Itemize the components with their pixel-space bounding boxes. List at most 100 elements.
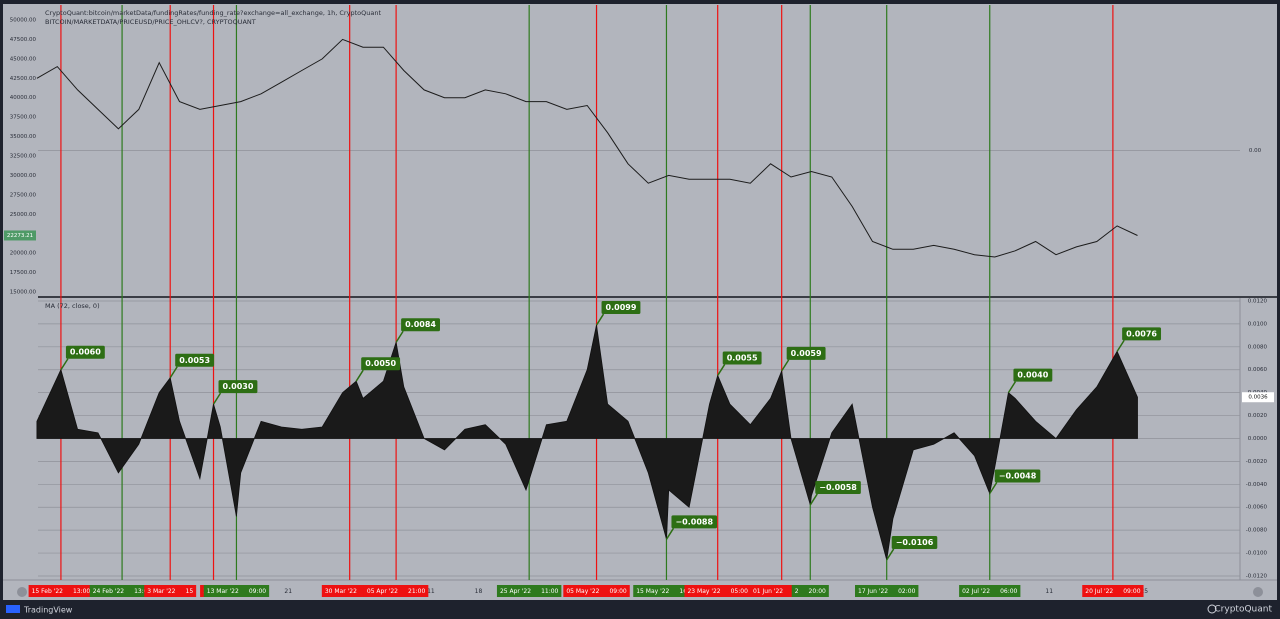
- event-date: 20 Jul '22: [1085, 588, 1113, 595]
- callout-label: 0.0040: [1017, 371, 1048, 380]
- event-label-box: [563, 585, 630, 597]
- event-date: 2: [795, 588, 799, 595]
- callout-box: [671, 515, 718, 529]
- y-tick-label: -0.0020: [1246, 459, 1268, 465]
- chart-subtitle: BITCOIN/MARKETDATA/PRICEUSD/PRICE_OHLCV?…: [45, 18, 256, 26]
- y-tick-label: 35000.00: [10, 134, 37, 140]
- y-tick-label: 0.0080: [1248, 344, 1268, 350]
- event-time: 09:00: [609, 588, 626, 595]
- event-label-box: [363, 585, 429, 597]
- event-label-box: [321, 585, 378, 597]
- callout-box: [1122, 327, 1162, 341]
- callout-label: 0.0076: [1126, 329, 1157, 338]
- callout-label: −0.0088: [675, 517, 713, 526]
- callout-line: [212, 392, 222, 405]
- logo-icon: [6, 605, 20, 613]
- event-time: 09:00: [1123, 588, 1140, 595]
- y-tick-label: 17500.00: [10, 270, 37, 276]
- brand-left[interactable]: TradingView: [23, 606, 73, 615]
- brand-right[interactable]: CryptoQuant: [1214, 605, 1272, 615]
- callout-line: [1116, 339, 1125, 352]
- event-date: 02 Jul '22: [962, 588, 990, 595]
- event-label-box: [791, 585, 829, 597]
- callout-label: 0.0099: [606, 303, 637, 312]
- scroll-button[interactable]: [17, 587, 27, 597]
- callout-label: 0.0050: [365, 359, 396, 368]
- callout-box: [786, 346, 826, 360]
- callout-box: [1013, 368, 1053, 382]
- logo-icon: [1207, 604, 1217, 614]
- event-date: 13 Mar '22: [207, 588, 239, 595]
- event-label-box: [855, 585, 919, 597]
- scroll-button[interactable]: [1253, 587, 1263, 597]
- callout-label: 0.0053: [179, 356, 210, 365]
- x-tick-label: 18: [475, 588, 483, 595]
- event-date: 01 Jun '22: [753, 588, 783, 595]
- callout-box: [218, 380, 258, 394]
- callout-box: [815, 480, 861, 494]
- callout-line: [989, 482, 998, 494]
- x-tick-label: 25: [1140, 588, 1148, 595]
- callout-label: 0.0084: [405, 320, 436, 329]
- y-tick-label: 47500.00: [10, 37, 37, 43]
- y-tick-label: 25000.00: [10, 212, 37, 218]
- current-value-box: [4, 230, 36, 241]
- event-time: 20:00: [809, 588, 826, 595]
- y-tick-label: 0.0100: [1248, 321, 1268, 327]
- callout-box: [722, 351, 762, 365]
- event-time: 02:00: [898, 588, 915, 595]
- event-date: 3 Mar '22: [147, 588, 175, 595]
- event-label-box: [89, 585, 155, 597]
- y-tick-label: -0.0120: [1246, 573, 1268, 579]
- event-label-box: [1082, 585, 1144, 597]
- event-label-box: [28, 585, 94, 597]
- callout-box: [891, 535, 938, 549]
- chart-title: MA (72, close, 0): [45, 302, 100, 310]
- callout-box: [601, 301, 641, 315]
- y-tick-label: 37500.00: [10, 115, 37, 121]
- event-time: 13:00: [134, 588, 151, 595]
- callout-line: [886, 548, 895, 561]
- y-tick-label: 0.0120: [1248, 298, 1268, 304]
- event-label-box: [684, 585, 751, 597]
- x-tick-label: 11: [1045, 588, 1053, 595]
- price-line: [36, 38, 1138, 258]
- event-time: 09:00: [249, 588, 266, 595]
- callout-label: 0.0055: [727, 353, 758, 362]
- y-tick-label: 0.0000: [1248, 436, 1268, 442]
- callout-line: [595, 313, 605, 326]
- y-tick-label: -0.0080: [1246, 528, 1268, 534]
- y-tick-label: -0.0100: [1246, 551, 1268, 557]
- callout-box: [65, 345, 105, 359]
- callout-line: [395, 330, 404, 343]
- event-time: 21:00: [408, 588, 425, 595]
- y-tick-label: 20000.00: [10, 251, 37, 257]
- y-tick-label: 15000.00: [10, 289, 37, 295]
- callout-label: −0.0058: [819, 483, 857, 492]
- x-tick-label: 21: [284, 588, 292, 595]
- y-tick-label: 45000.00: [10, 56, 37, 62]
- callout-label: 0.0060: [70, 348, 101, 357]
- event-date: 23 May '22: [687, 588, 720, 595]
- event-time: 11:00: [541, 588, 558, 595]
- y-tick-label: 0.0060: [1248, 367, 1268, 373]
- y2-tick-label: 0.00: [1249, 148, 1262, 154]
- callout-line: [781, 359, 790, 372]
- event-date: 25 Apr '22: [500, 588, 531, 595]
- callout-line: [809, 493, 818, 506]
- y-tick-label: 30000.00: [10, 173, 37, 179]
- event-date: 05 Apr '22: [367, 588, 398, 595]
- event-date: 30 Mar '22: [325, 588, 357, 595]
- y-tick-label: 50000.00: [10, 17, 37, 23]
- callout-label: −0.0048: [999, 471, 1037, 480]
- y-tick-label: 27500.00: [10, 192, 37, 198]
- callout-line: [355, 369, 364, 382]
- callout-box: [361, 357, 401, 371]
- chart-title: CryptoQuant:bitcoin/marketData/fundingRa…: [45, 9, 381, 17]
- event-date: 15 Feb '22: [32, 588, 64, 595]
- event-label-box: [203, 585, 270, 597]
- y-tick-label: 42500.00: [10, 76, 37, 82]
- event-label-box: [633, 585, 700, 597]
